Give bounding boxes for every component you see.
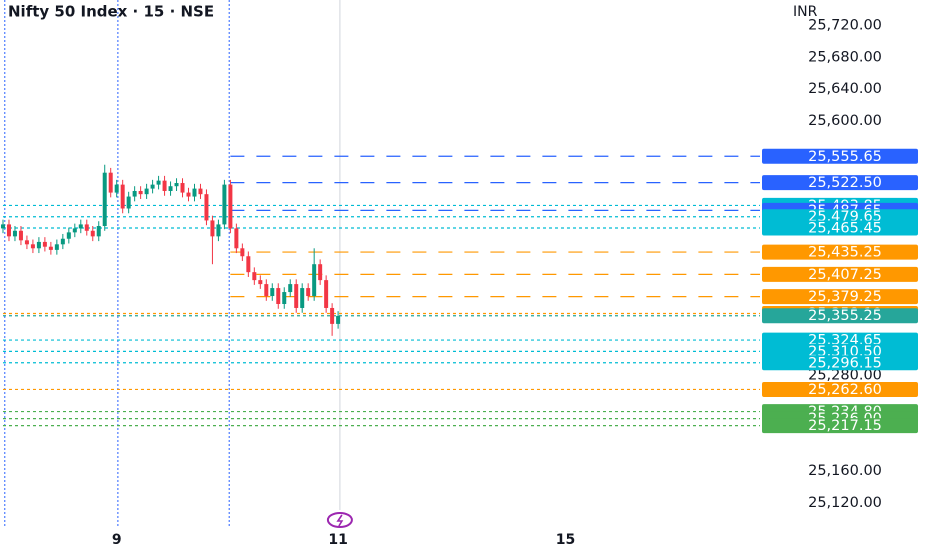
level-label: 25,296.15 bbox=[808, 355, 882, 371]
level-label-box bbox=[762, 289, 918, 305]
level-label-box bbox=[762, 175, 918, 191]
x-tick-label: 11 bbox=[328, 532, 347, 548]
candle-body bbox=[60, 238, 65, 245]
candle-body bbox=[6, 224, 11, 237]
candle-body bbox=[264, 284, 269, 297]
candle-body bbox=[102, 172, 107, 227]
candle-body bbox=[42, 241, 47, 247]
x-tick-label: 15 bbox=[556, 532, 575, 548]
level-label: 25,379.25 bbox=[808, 289, 882, 305]
candle-body bbox=[252, 272, 257, 281]
candle-body bbox=[90, 230, 95, 237]
candle-body bbox=[294, 284, 299, 308]
level-label: 25,465.45 bbox=[808, 221, 882, 237]
candle-body bbox=[330, 307, 335, 324]
y-tick-label: 25,640.00 bbox=[808, 81, 882, 97]
candle-body bbox=[222, 184, 227, 225]
candle-body bbox=[132, 190, 137, 197]
level-label-box bbox=[762, 209, 918, 225]
level-label-box bbox=[762, 343, 918, 359]
candle-body bbox=[126, 196, 131, 209]
level-label-box bbox=[762, 355, 918, 371]
candle-body bbox=[0, 224, 5, 229]
candle-body bbox=[30, 244, 35, 249]
candle-body bbox=[312, 264, 317, 297]
x-tick-label: 9 bbox=[112, 532, 122, 548]
y-tick-label: 25,720.00 bbox=[808, 17, 882, 33]
candle-body bbox=[186, 192, 191, 197]
level-label: 25,555.65 bbox=[808, 149, 882, 165]
candle-body bbox=[180, 183, 185, 193]
candle-body bbox=[150, 184, 155, 189]
candle-body bbox=[156, 180, 161, 185]
currency: INR bbox=[793, 4, 818, 20]
candle-body bbox=[66, 232, 71, 239]
level-label-box bbox=[762, 220, 918, 236]
candle-body bbox=[144, 188, 149, 195]
candle-body bbox=[300, 288, 305, 308]
candle-body bbox=[120, 184, 125, 209]
candle-body bbox=[282, 292, 287, 304]
candle-body bbox=[216, 224, 221, 237]
candle-body bbox=[258, 280, 263, 285]
y-tick-label: 25,600.00 bbox=[808, 113, 882, 129]
candle-body bbox=[114, 184, 119, 193]
y-tick-label: 25,160.00 bbox=[808, 463, 882, 479]
chart-title: Nifty 50 Index · 15 · NSE bbox=[8, 3, 214, 21]
alert-bolt bbox=[336, 514, 344, 527]
candle-body bbox=[228, 184, 233, 229]
candle-body bbox=[288, 284, 293, 293]
candle-body bbox=[168, 186, 173, 191]
candle-body bbox=[84, 224, 89, 231]
candle-body bbox=[108, 172, 113, 193]
candle-body bbox=[12, 230, 17, 237]
level-label-box bbox=[762, 148, 918, 164]
candle-body bbox=[336, 315, 341, 324]
candle-body bbox=[210, 220, 215, 237]
level-label: 25,217.15 bbox=[808, 418, 882, 434]
candle-body bbox=[234, 228, 239, 249]
y-tick-label: 25,280.00 bbox=[808, 368, 882, 384]
candle-body bbox=[306, 288, 311, 297]
level-label-box bbox=[762, 308, 918, 324]
candle-body bbox=[276, 288, 281, 304]
candle-body bbox=[18, 230, 23, 241]
y-tick-label: 25,680.00 bbox=[808, 49, 882, 65]
candle-body bbox=[174, 183, 179, 187]
candle-body bbox=[324, 280, 329, 308]
candle-body bbox=[48, 246, 53, 250]
candle-body bbox=[192, 188, 197, 197]
level-label: 25,435.25 bbox=[808, 245, 882, 261]
level-label-box bbox=[762, 266, 918, 282]
level-label-box bbox=[762, 381, 918, 397]
candle-body bbox=[240, 248, 245, 257]
candle-body bbox=[36, 241, 41, 249]
y-tick-label: 25,120.00 bbox=[808, 495, 882, 511]
candle-body bbox=[198, 188, 203, 195]
candle-body bbox=[96, 226, 101, 237]
candle-body bbox=[204, 194, 209, 221]
candle-body bbox=[270, 288, 275, 297]
candle-body bbox=[78, 224, 83, 229]
candle-body bbox=[24, 240, 29, 245]
level-label-box bbox=[762, 244, 918, 260]
level-label: 25,407.25 bbox=[808, 267, 882, 283]
level-label: 25,355.25 bbox=[808, 308, 882, 324]
candle-body bbox=[162, 180, 167, 191]
level-label-box bbox=[762, 418, 918, 434]
level-label: 25,262.60 bbox=[808, 382, 882, 398]
alert-icon bbox=[326, 512, 353, 528]
candle-body bbox=[54, 244, 59, 250]
candle-body bbox=[318, 264, 323, 281]
level-label-box bbox=[762, 332, 918, 348]
candle-body bbox=[72, 228, 77, 233]
candle-body bbox=[246, 256, 251, 273]
candle-body bbox=[138, 190, 143, 195]
level-label: 25,522.50 bbox=[808, 175, 882, 191]
